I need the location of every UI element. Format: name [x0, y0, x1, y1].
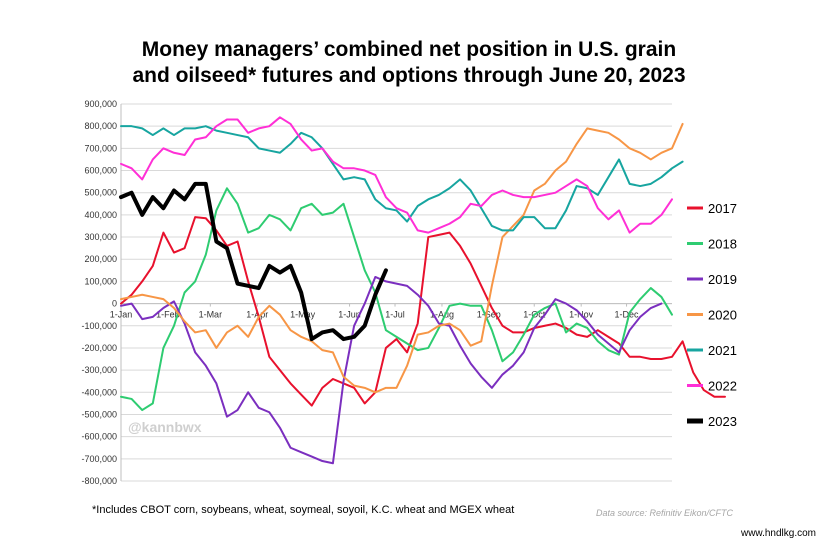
- y-tick-label: 0: [112, 299, 117, 309]
- y-tick-label: -100,000: [81, 321, 117, 331]
- y-tick-label: 500,000: [84, 188, 117, 198]
- footnote: *Includes CBOT corn, soybeans, wheat, so…: [92, 504, 514, 516]
- legend: 2017 2018 2019 2020 2021 2022 2023: [687, 201, 737, 429]
- y-tick-label: 400,000: [84, 210, 117, 220]
- x-tick-label: 1-Jul: [385, 310, 405, 320]
- data-source: Data source: Refinitiv Eikon/CFTC: [596, 508, 734, 518]
- axes: 900,000 800,000 700,000 600,000 500,000 400,0…: [81, 99, 672, 486]
- y-tick-label: -400,000: [81, 387, 117, 397]
- x-tick-label: 1-Aug: [430, 310, 454, 320]
- legend-label-2019: 2019: [708, 272, 737, 287]
- x-tick-label: 1-Feb: [156, 310, 180, 320]
- series-line-2019: [120, 275, 663, 465]
- y-tick-label: 800,000: [84, 121, 117, 131]
- x-tick-label: 1-Jan: [110, 310, 133, 320]
- y-tick-label: 900,000: [84, 99, 117, 109]
- site-watermark: www.hndlkg.com: [740, 528, 816, 539]
- y-tick-label: 100,000: [84, 276, 117, 286]
- y-tick-label: 600,000: [84, 166, 117, 176]
- series-line-2018: [120, 187, 673, 412]
- legend-label-2017: 2017: [708, 201, 737, 216]
- series-line-2023: [119, 181, 388, 342]
- x-tick-label: 1-Mar: [199, 310, 223, 320]
- y-tick-label: -800,000: [81, 476, 117, 486]
- legend-label-2022: 2022: [708, 379, 737, 394]
- chart-title-line-2: and oilseed* futures and options through…: [132, 64, 685, 87]
- x-tick-label: 1-Sep: [477, 310, 501, 320]
- legend-label-2018: 2018: [708, 237, 737, 252]
- y-tick-label: 300,000: [84, 232, 117, 242]
- series-lines: [119, 116, 726, 465]
- watermark-handle: @kannbwx: [128, 419, 202, 435]
- y-tick-label: -600,000: [81, 432, 117, 442]
- y-tick-label: 700,000: [84, 143, 117, 153]
- legend-label-2021: 2021: [708, 343, 737, 358]
- gridlines: [121, 103, 672, 482]
- x-tick-label: 1-May: [290, 310, 316, 320]
- series-line-2022: [120, 116, 673, 234]
- y-tick-label: -700,000: [81, 454, 117, 464]
- legend-label-2023: 2023: [708, 414, 737, 429]
- y-tick-label: 200,000: [84, 254, 117, 264]
- x-tick-label: 1-Dec: [615, 310, 640, 320]
- series-line-2017: [120, 216, 726, 407]
- y-tick-label: -200,000: [81, 343, 117, 353]
- chart-title-line-1: Money managers’ combined net position in…: [142, 38, 676, 61]
- legend-label-2020: 2020: [708, 308, 737, 323]
- series-line-2020: [120, 122, 684, 394]
- y-tick-label: -300,000: [81, 365, 117, 375]
- x-tick-label: 1-Jun: [338, 310, 361, 320]
- y-tick-label: -500,000: [81, 409, 117, 419]
